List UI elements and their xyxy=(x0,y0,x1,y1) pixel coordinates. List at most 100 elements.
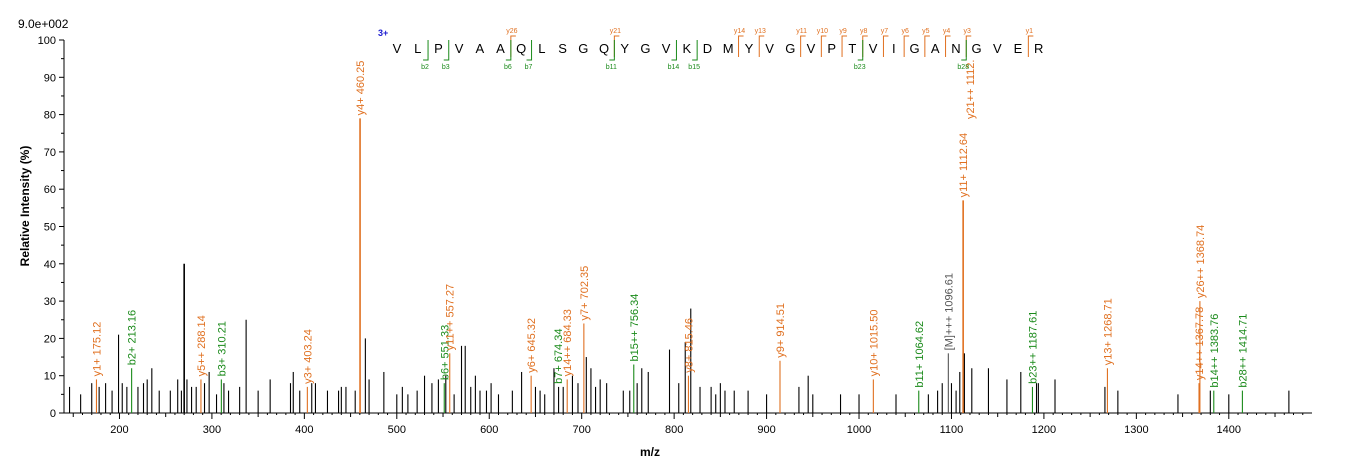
y-ion-cleavage-mark xyxy=(738,35,744,57)
peak-annotation: y13+ 1268.71 xyxy=(1102,298,1114,365)
y-ion-mark-label: y9 xyxy=(839,28,847,35)
sequence-residue: V xyxy=(807,41,816,56)
peak-annotation: y6+ 645.32 xyxy=(526,318,538,373)
y-ion-cleavage-mark xyxy=(613,35,620,57)
sequence-residue: N xyxy=(951,41,960,56)
peak-annotation: b7+ 674.34 xyxy=(553,329,565,384)
sequence-residue: V xyxy=(869,41,878,56)
y-ion-mark-label: y11 xyxy=(796,28,807,35)
x-tick-label: 700 xyxy=(573,424,591,436)
y-tick-label: 20 xyxy=(44,333,56,345)
y-tick-label: 10 xyxy=(44,371,56,383)
y-ion-mark-label: y4 xyxy=(943,28,951,35)
peak-annotation: b6+ 551.33 xyxy=(439,325,451,380)
y-tick-label: 90 xyxy=(44,72,56,84)
sequence-residue: E xyxy=(1014,41,1023,56)
y-ion-mark-label: y26 xyxy=(506,28,517,35)
peak-annotation: y7+ 702.35 xyxy=(579,266,591,321)
x-tick-label: 1100 xyxy=(940,424,964,436)
sequence-residue: M xyxy=(723,41,734,56)
peak-annotation: b11+ 1064.62 xyxy=(914,321,926,388)
peak-annotation: y4+ 460.25 xyxy=(355,61,367,116)
y-ion-mark-label: y7 xyxy=(881,28,889,35)
b-ion-cleavage-mark xyxy=(505,40,512,61)
b-ion-mark-label: b3 xyxy=(442,64,450,71)
peak-annotation: y3+ 403.24 xyxy=(302,329,314,384)
peak-annotation: y5++ 288.14 xyxy=(196,315,208,376)
y-ion-mark-label: y13 xyxy=(755,28,766,35)
peak-annotation: y11++ 557.27 xyxy=(445,284,457,350)
x-tick-label: 1000 xyxy=(847,424,871,436)
b-ion-cleavage-mark xyxy=(692,40,698,61)
sequence-residue: L xyxy=(538,41,545,56)
sequence-residue: T xyxy=(848,41,856,56)
x-tick-label: 1200 xyxy=(1032,424,1056,436)
peak-annotation: b28++ 1414.71 xyxy=(1237,314,1249,388)
peak-annotation: y10+ 1015.50 xyxy=(868,309,880,376)
y-tick-label: 0 xyxy=(50,408,56,420)
sequence-residue: V xyxy=(765,41,774,56)
peak-annotation: y14++ 1367.78 xyxy=(1194,307,1206,380)
x-tick-label: 800 xyxy=(665,424,683,436)
y-tick-label: 100 xyxy=(38,35,56,47)
y-ion-mark-label: y21 xyxy=(610,28,621,35)
x-tick-label: 900 xyxy=(757,424,775,436)
peak-annotation: [M]+++ 1096.61 xyxy=(943,273,955,350)
y-ion-cleavage-mark xyxy=(510,35,516,57)
b-ion-mark-label: b23 xyxy=(854,64,866,71)
y-tick-label: 60 xyxy=(44,184,56,196)
b-ion-cleavage-mark xyxy=(526,40,533,61)
b-ion-mark-label: b15 xyxy=(688,64,700,71)
y-ion-mark-label: y3 xyxy=(964,28,972,35)
x-tick-label: 300 xyxy=(203,424,221,436)
sequence-residue: A xyxy=(475,41,484,56)
peak-annotation: y9+ 914.51 xyxy=(775,303,787,358)
peak-annotation: b14++ 1383.76 xyxy=(1209,314,1221,388)
y-ion-cleavage-mark xyxy=(820,35,827,57)
axes: 0 10 20 30 40 50 60 70 80 90 100 200 300 400 500 600 700… xyxy=(38,35,1312,436)
charge-state: 3+ xyxy=(378,28,388,38)
peak-annotation: b23++ 1187.61 xyxy=(1027,311,1039,384)
sequence-residue: R xyxy=(1034,41,1043,56)
sequence-residue: G xyxy=(640,41,650,56)
b-ion-cleavage-mark xyxy=(609,40,615,61)
y-ion-cleavage-mark xyxy=(903,35,910,57)
sequence-residue: V xyxy=(662,41,671,56)
sequence-residue: G xyxy=(785,41,795,56)
sequence-residue: V xyxy=(993,41,1002,56)
y-tick-label: 30 xyxy=(44,296,56,308)
y-ion-cleavage-mark xyxy=(1027,35,1034,57)
y-ion-cleavage-mark xyxy=(945,35,951,57)
b-ion-cleavage-mark xyxy=(443,40,450,61)
y-ion-cleavage-mark xyxy=(924,35,930,57)
y-ion-mark-label: y1 xyxy=(1026,28,1034,35)
peak-annotation: b15++ 756.34 xyxy=(629,294,641,362)
x-tick-label: 500 xyxy=(388,424,406,436)
peak-annotation: b3+ 310.21 xyxy=(216,321,228,376)
peak-annotation: y11+ 1112.64 xyxy=(958,133,970,198)
b-ion-mark-label: b6 xyxy=(504,64,512,71)
sequence-residue: V xyxy=(393,41,402,56)
x-tick-label: 600 xyxy=(480,424,498,436)
b-ion-cleavage-mark xyxy=(961,40,967,61)
y-ion-cleavage-mark xyxy=(965,35,972,57)
y-axis-title: Relative Intensity (%) xyxy=(18,146,32,267)
y-ion-cleavage-mark xyxy=(800,35,806,57)
b-ion-cleavage-mark xyxy=(857,40,864,61)
y-ion-mark-label: y10 xyxy=(817,28,828,35)
x-tick-label: 400 xyxy=(295,424,313,436)
b-ion-cleavage-mark xyxy=(423,40,429,61)
sequence-residue: G xyxy=(909,41,919,56)
sequence-residue: Q xyxy=(516,41,526,56)
sequence-residue: A xyxy=(931,41,940,56)
sequence-residue: A xyxy=(496,41,505,56)
sequence-residue: I xyxy=(892,41,896,56)
b-ion-mark-label: b2 xyxy=(421,64,429,71)
peak-annotation: y14++ 684.33 xyxy=(562,309,574,376)
y-ion-mark-label: y5 xyxy=(922,28,930,35)
sequence-residue: S xyxy=(558,41,567,56)
y-ion-cleavage-mark xyxy=(882,35,889,57)
peak-annotation: y8+ 815.46 xyxy=(683,318,695,373)
